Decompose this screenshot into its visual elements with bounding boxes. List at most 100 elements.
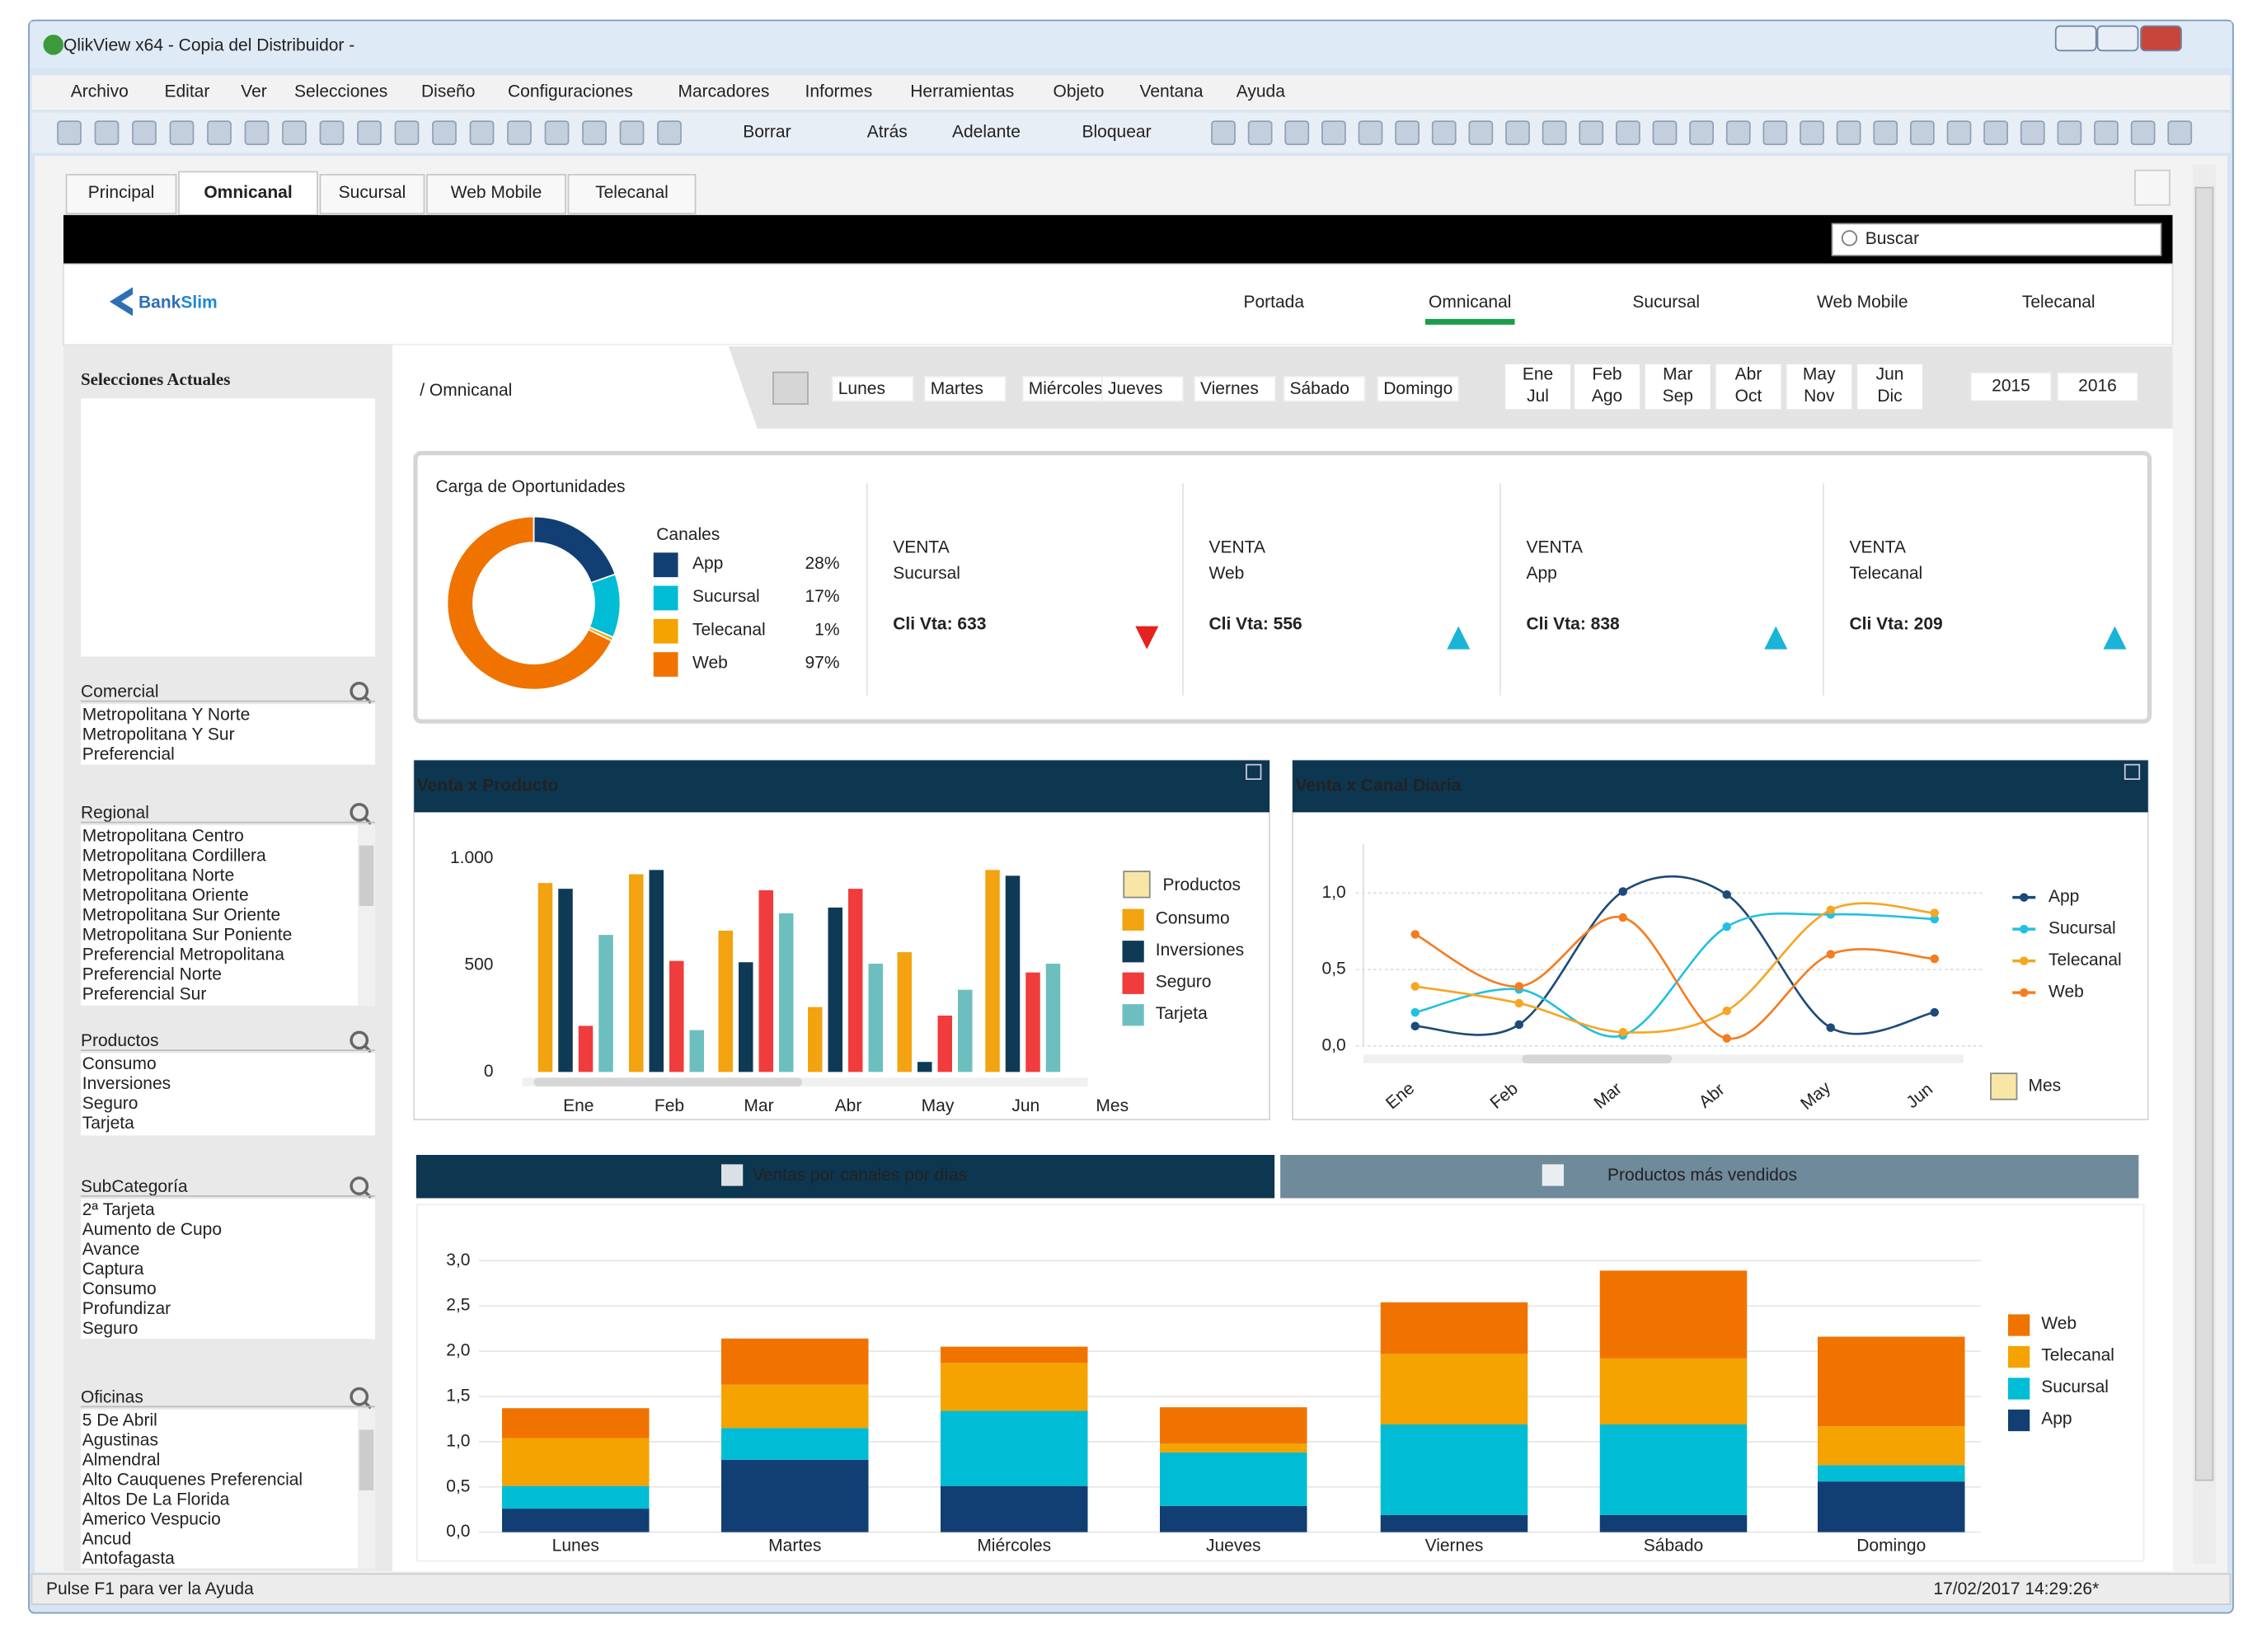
bar: [669, 960, 684, 1072]
listbox-item[interactable]: Profundizar: [82, 1299, 171, 1318]
listbox-item[interactable]: Metropolitana Norte: [82, 866, 234, 885]
day-filter[interactable]: Lunes: [838, 379, 885, 398]
menu-item[interactable]: Objeto: [1054, 82, 1105, 101]
listbox-item[interactable]: Tarjeta: [82, 1114, 134, 1133]
month-filter[interactable]: Ago: [1592, 387, 1622, 406]
month-filter[interactable]: Mar: [1663, 365, 1692, 384]
listbox-item[interactable]: Consumo: [82, 1054, 157, 1073]
listbox-thumb: [359, 1429, 374, 1490]
toolbar-icon: [1983, 120, 2008, 145]
toolbar-button[interactable]: Bloquear: [1082, 123, 1152, 142]
nav-link[interactable]: Omnicanal: [1429, 293, 1511, 312]
menu-item[interactable]: Marcadores: [678, 82, 770, 101]
bar-segment: [721, 1459, 869, 1532]
listbox-item[interactable]: Preferencial Norte: [82, 964, 222, 983]
listbox-item[interactable]: Seguro: [82, 1319, 138, 1338]
month-filter[interactable]: Jul: [1527, 387, 1549, 406]
day-filter[interactable]: Martes: [931, 379, 983, 398]
toolbar-button[interactable]: Borrar: [743, 123, 791, 142]
legend-swatch: [2008, 1377, 2030, 1400]
listbox-item[interactable]: Preferencial: [82, 745, 175, 764]
toolbar-icon: [2057, 120, 2082, 145]
sheet-tab-label[interactable]: Web Mobile: [451, 183, 542, 202]
month-filter[interactable]: Sep: [1663, 387, 1693, 406]
search-placeholder[interactable]: Buscar: [1865, 229, 1919, 248]
y-tick-label: 0,5: [446, 1476, 470, 1495]
listbox-item[interactable]: Metropolitana Sur Poniente: [82, 926, 293, 945]
nav-link[interactable]: Web Mobile: [1817, 293, 1908, 312]
listbox-item[interactable]: Seguro: [82, 1094, 138, 1113]
sheet-tab-label[interactable]: Omnicanal: [204, 183, 292, 202]
kpi-value: Cli Vta: 209: [1850, 614, 1943, 633]
listbox-item[interactable]: Metropolitana Cordillera: [82, 847, 266, 866]
day-filter[interactable]: Miércoles: [1029, 379, 1103, 398]
sheet-tab-label[interactable]: Telecanal: [595, 183, 669, 202]
legend-swatch: [653, 585, 678, 611]
year-filter[interactable]: 2016: [2078, 377, 2117, 396]
month-filter[interactable]: Feb: [1592, 365, 1621, 384]
day-filter[interactable]: Viernes: [1200, 379, 1259, 398]
nav-link[interactable]: Sucursal: [1632, 293, 1700, 312]
listbox-item[interactable]: Metropolitana Centro: [82, 827, 244, 846]
listbox-item[interactable]: Metropolitana Y Norte: [82, 706, 251, 725]
nav-link[interactable]: Telecanal: [2022, 293, 2095, 312]
menu-item[interactable]: Archivo: [71, 82, 129, 101]
bar: [1005, 875, 1021, 1072]
listbox-item[interactable]: Consumo: [82, 1279, 157, 1298]
month-filter[interactable]: Jun: [1876, 365, 1904, 384]
listbox-item[interactable]: Antofagasta: [82, 1549, 175, 1568]
listbox-item[interactable]: Preferencial Sur: [82, 984, 207, 1003]
menu-item[interactable]: Selecciones: [294, 82, 387, 101]
listbox-item[interactable]: Captura: [82, 1260, 144, 1279]
listbox-title: Productos: [81, 1031, 159, 1050]
menu-item[interactable]: Herramientas: [910, 82, 1014, 101]
listbox-item[interactable]: Ancud: [82, 1529, 132, 1548]
year-filter[interactable]: 2015: [1992, 377, 2030, 396]
month-filter[interactable]: Oct: [1735, 387, 1762, 406]
menu-item[interactable]: Ver: [241, 82, 267, 101]
month-filter[interactable]: May: [1803, 365, 1836, 384]
listbox-item[interactable]: 5 De Abril: [82, 1410, 157, 1429]
menu-item[interactable]: Ventana: [1140, 82, 1204, 101]
listbox-item[interactable]: Alto Cauquenes Preferencial: [82, 1470, 303, 1489]
day-filter[interactable]: Jueves: [1108, 379, 1163, 398]
kpi-trend: [1764, 626, 1788, 650]
kpi-value: Cli Vta: 556: [1209, 614, 1302, 633]
day-filter[interactable]: Sábado: [1290, 379, 1349, 398]
toolbar-button[interactable]: Adelante: [952, 123, 1021, 142]
menu-item[interactable]: Configuraciones: [508, 82, 633, 101]
container-tab-label[interactable]: Ventas por canales por días: [753, 1166, 967, 1185]
listbox-item[interactable]: Almendral: [82, 1450, 161, 1469]
listbox-item[interactable]: Aumento de Cupo: [82, 1220, 222, 1239]
listbox-item[interactable]: Agustinas: [82, 1430, 158, 1449]
month-filter[interactable]: Abr: [1735, 365, 1762, 384]
listbox-item[interactable]: Inversiones: [82, 1074, 171, 1093]
bar-segment: [1380, 1302, 1528, 1354]
listbox-item[interactable]: Metropolitana Sur Oriente: [82, 906, 280, 925]
sheet-tab-label[interactable]: Sucursal: [339, 183, 406, 202]
nav-link[interactable]: Portada: [1243, 293, 1304, 312]
listbox-item[interactable]: Metropolitana Y Sur: [82, 725, 235, 744]
listbox-item[interactable]: Preferencial Metropolitana: [82, 946, 284, 964]
legend-icon: [1990, 1072, 2018, 1101]
listbox-item[interactable]: 2ª Tarjeta: [82, 1200, 155, 1219]
container-tab-label[interactable]: Productos más vendidos: [1607, 1166, 1797, 1185]
toolbar-button[interactable]: Atrás: [867, 123, 908, 142]
month-filter[interactable]: Dic: [1877, 387, 1902, 406]
listbox-item[interactable]: Altos De La Florida: [82, 1490, 230, 1509]
menu-item[interactable]: Diseño: [421, 82, 475, 101]
menu-item[interactable]: Ayuda: [1237, 82, 1285, 101]
month-filter[interactable]: Ene: [1523, 365, 1553, 384]
listbox-item[interactable]: Metropolitana Oriente: [82, 886, 249, 905]
listbox-item[interactable]: Americo Vespucio: [82, 1509, 221, 1528]
day-filter[interactable]: Domingo: [1383, 379, 1452, 398]
line-point: [1826, 905, 1835, 915]
legend-title: Canales: [656, 525, 720, 544]
menu-item[interactable]: Editar: [165, 82, 210, 101]
menu-item[interactable]: Informes: [805, 82, 873, 101]
bar-segment: [1818, 1426, 1965, 1466]
sheet-tab-label[interactable]: Principal: [88, 183, 155, 202]
month-filter[interactable]: Nov: [1804, 387, 1835, 406]
toolbar-icon: [507, 120, 532, 145]
listbox-item[interactable]: Avance: [82, 1240, 140, 1259]
